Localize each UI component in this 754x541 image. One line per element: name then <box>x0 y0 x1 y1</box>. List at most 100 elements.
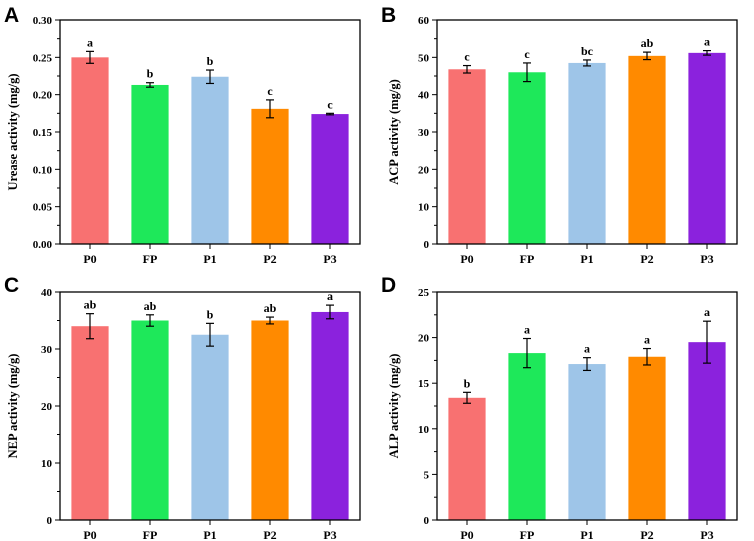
panel-b-significance-fp: c <box>524 47 530 61</box>
panel-b-bar-p1 <box>568 62 606 244</box>
panel-d-ytick-label: 0 <box>424 515 430 527</box>
panel-d-bar-p1 <box>568 364 606 520</box>
panel-c-significance-fp: ab <box>144 299 157 313</box>
panel-a-errorbar-p1 <box>206 69 214 85</box>
panel-c-bar-p1 <box>191 334 229 520</box>
panel-d-significance-p3: a <box>704 305 710 319</box>
panel-a-category-label: P3 <box>323 252 336 266</box>
panel-b-ytick-label: 0 <box>424 239 430 251</box>
panel-a-significance-p0: a <box>87 35 93 49</box>
panel-b-category-label: P0 <box>460 252 473 266</box>
panel-a: Aa P0 b FP b P1 c P2 c P3 0.00 0.05 0.10 0.15 0.20 0.25… <box>4 4 361 266</box>
panel-c-bar-fp <box>131 320 169 520</box>
panel-d-ytick-label: 10 <box>418 424 430 436</box>
panel-d-ytick-label: 25 <box>418 287 430 299</box>
panel-c-ytick-label: 20 <box>41 401 53 413</box>
panel-a-bar-fp <box>131 84 169 245</box>
panel-d-errorbar-p1 <box>583 357 591 372</box>
panel-a-bar-p0 <box>71 57 109 245</box>
panel-b-bar-p2 <box>628 55 666 245</box>
panel-d-category-label: P1 <box>580 528 593 541</box>
panel-c-significance-p2: ab <box>264 301 277 315</box>
panel-d-bar-p0 <box>448 397 486 520</box>
panel-d-category-label: P2 <box>640 528 653 541</box>
panel-d-bar-fp <box>508 353 546 520</box>
panel-d-ytick-label: 15 <box>418 378 430 390</box>
panel-b-ytick-label: 10 <box>418 202 430 214</box>
panel-b-significance-p0: c <box>464 50 470 64</box>
panel-c-ylabel: NEP activity (mg/g) <box>6 354 20 459</box>
panel-c-category-label: P2 <box>263 528 276 541</box>
panel-c-errorbar-p0 <box>86 313 94 340</box>
panel-b-bar-p3 <box>688 52 726 244</box>
panel-d-ytick-label: 20 <box>418 333 430 345</box>
panel-a-ytick-label: 0.25 <box>33 52 53 64</box>
panel-a-ytick-label: 0.10 <box>33 164 53 176</box>
panel-b-ytick-label: 20 <box>418 164 430 176</box>
panel-c-significance-p0: ab <box>84 298 97 312</box>
panel-d-ytick-label: 5 <box>424 469 430 481</box>
panel-b-errorbar-p0 <box>463 64 471 74</box>
panel-d-category-label: FP <box>520 528 535 541</box>
panel-c-errorbar-p3 <box>326 304 334 320</box>
panel-c-bar-p3 <box>311 311 349 520</box>
panel-d-letter: D <box>381 274 396 297</box>
panel-a-category-label: P0 <box>83 252 96 266</box>
panel-b-letter: B <box>381 4 396 27</box>
panel-a-bar-p1 <box>191 76 229 244</box>
panel-b-bar-p0 <box>448 69 486 244</box>
panel-a-errorbar-p2 <box>266 99 274 119</box>
panel-c-category-label: P0 <box>83 528 96 541</box>
panel-d-errorbar-p2 <box>643 347 651 366</box>
panel-b-errorbar-p2 <box>643 51 651 61</box>
panel-c-ytick-label: 10 <box>41 458 53 470</box>
panel-d-significance-p2: a <box>644 333 650 347</box>
panel-c-errorbar-p2 <box>266 316 274 325</box>
panel-a-errorbar-fp <box>146 82 154 88</box>
panel-a-ytick-label: 0.30 <box>33 15 53 27</box>
panel-d-errorbar-p3 <box>703 320 711 364</box>
panel-a-bar-p2 <box>251 108 289 244</box>
panel-d-errorbar-fp <box>523 337 531 369</box>
panel-c-bar-p0 <box>71 326 109 520</box>
panel-d: Db P0 a FP a P1 a P2 a P3 0 5 10 15 20 25 ALP activity (… <box>381 274 738 541</box>
panel-d-significance-p0: b <box>464 376 471 390</box>
panel-b-ytick-label: 50 <box>418 52 430 64</box>
panel-a-ytick-label: 0.00 <box>33 239 53 251</box>
panel-d-bar-p2 <box>628 356 666 520</box>
panel-a-category-label: P1 <box>203 252 216 266</box>
panel-d-plot-frame <box>436 291 738 521</box>
panel-b-errorbar-p3 <box>703 50 711 56</box>
panel-b-category-label: P3 <box>700 252 713 266</box>
panel-b-bar-fp <box>508 72 546 245</box>
panel-a-ytick-label: 0.20 <box>33 90 53 102</box>
panel-a-ytick-label: 0.15 <box>33 127 53 139</box>
panel-a-plot-frame <box>59 19 361 245</box>
panel-b-ytick-label: 30 <box>418 127 430 139</box>
panel-b: Bc P0 c FP bc P1 ab P2 a P3 0 10 20 30 40 50 60 ACP activ… <box>381 4 738 266</box>
panel-a-category-label: FP <box>143 252 158 266</box>
panel-c-significance-p3: a <box>327 289 333 303</box>
panel-c-letter: C <box>4 274 19 297</box>
panel-a-ylabel: Urease activity (mg/g) <box>6 73 20 190</box>
panel-c: Cab P0 ab FP b P1 ab P2 a P3 0 10 20 30 40 NEP activity… <box>4 274 361 541</box>
panel-b-significance-p2: ab <box>641 36 654 50</box>
panel-a-significance-p1: b <box>207 54 214 68</box>
panel-c-errorbar-p1 <box>206 322 214 347</box>
panel-c-ytick-label: 30 <box>41 344 53 356</box>
panel-d-significance-fp: a <box>524 323 530 337</box>
panel-c-category-label: FP <box>143 528 158 541</box>
panel-d-category-label: P0 <box>460 528 473 541</box>
panel-a-bar-p3 <box>311 114 349 244</box>
panel-b-errorbar-p1 <box>583 59 591 67</box>
panel-b-category-label: P1 <box>580 252 593 266</box>
panel-a-letter: A <box>4 4 19 27</box>
panel-b-plot-frame <box>436 19 738 245</box>
panel-a-significance-p2: c <box>267 84 273 98</box>
panel-b-category-label: P2 <box>640 252 653 266</box>
panel-b-errorbar-fp <box>523 62 531 83</box>
panel-a-errorbar-p0 <box>86 50 94 64</box>
panel-b-significance-p3: a <box>704 35 710 49</box>
panel-b-ytick-label: 40 <box>418 90 430 102</box>
